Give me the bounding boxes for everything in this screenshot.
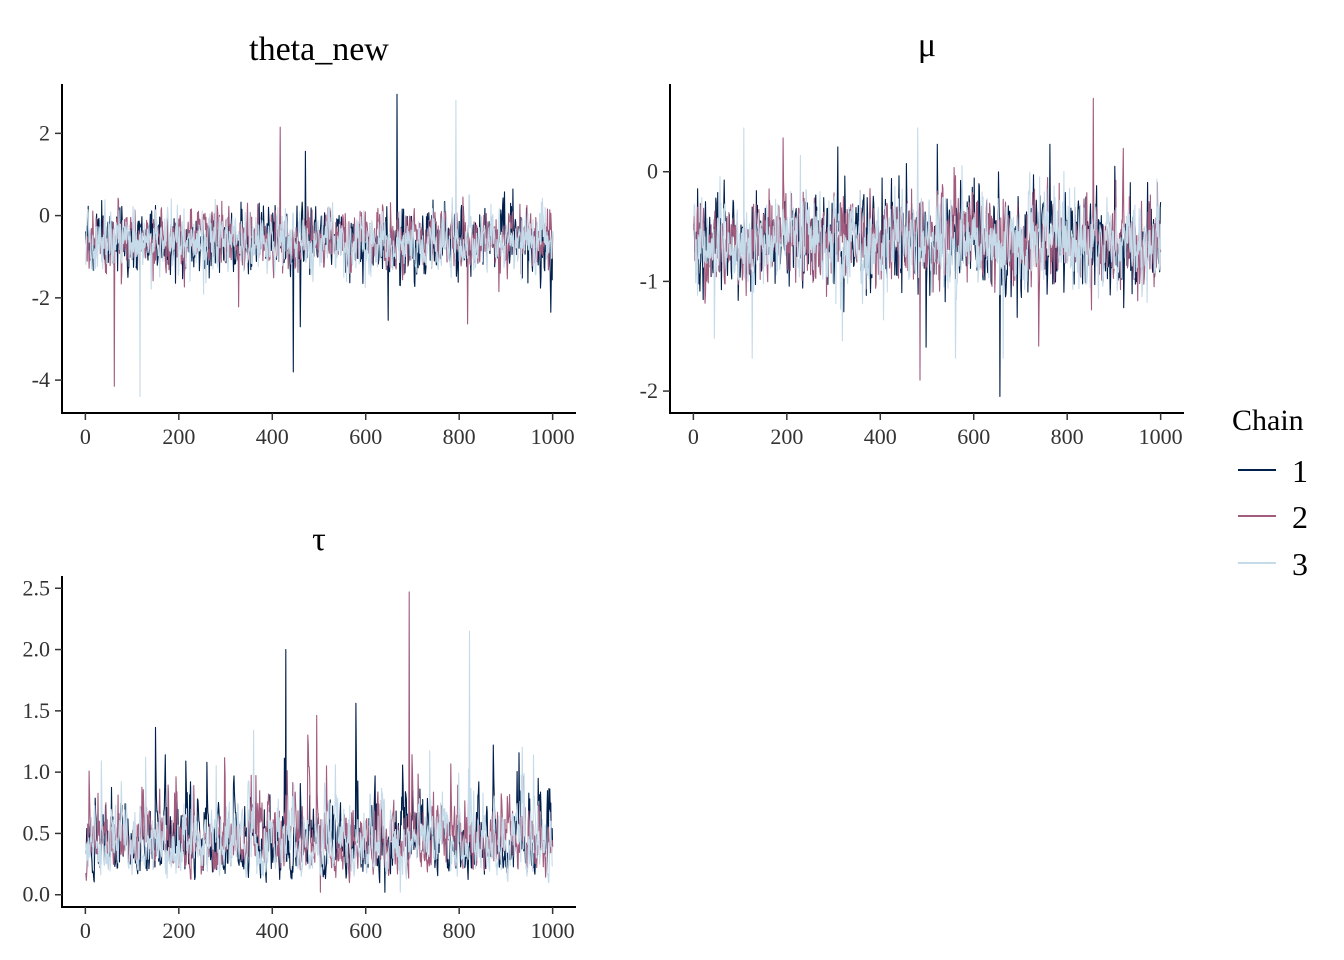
panel-theta-new: theta_new 0 200 400 600 800 1000 -4 -2 0 2 (32, 31, 576, 449)
y-tick-label: 1.5 (23, 698, 51, 723)
x-tick-label: 400 (256, 424, 289, 449)
y-tick-label: -2 (32, 285, 50, 310)
legend-label-3: 3 (1292, 546, 1308, 582)
legend-entry-3: 3 (1238, 546, 1308, 582)
x-tick-label: 200 (770, 424, 803, 449)
x-tick-label: 800 (443, 918, 476, 943)
x-tick-label: 1000 (531, 918, 575, 943)
trace-lines (85, 591, 554, 893)
trace-lines (85, 93, 554, 398)
y-tick-label: 1.0 (23, 759, 51, 784)
y-tick-label: -2 (640, 378, 658, 403)
y-tick-label: 0 (39, 203, 50, 228)
y-tick-label: 2 (39, 120, 50, 145)
panel-title: τ (312, 521, 326, 558)
panel-tau: τ 0 200 400 600 800 1000 0.0 0.5 1.0 1.5 2.0 2.5 (23, 521, 576, 943)
y-tick-label: 2.0 (23, 637, 51, 662)
y-tick-label: 0.5 (23, 820, 51, 845)
y-tick-label: -1 (640, 268, 658, 293)
x-tick-label: 1000 (531, 424, 575, 449)
trace-lines (693, 97, 1162, 398)
legend-entry-2: 2 (1238, 499, 1308, 535)
x-tick-label: 400 (864, 424, 897, 449)
legend-entry-1: 1 (1238, 453, 1308, 489)
x-tick-label: 0 (80, 424, 91, 449)
trace-chain-3 (85, 630, 554, 893)
y-tick-label: 2.5 (23, 575, 51, 600)
panel-mu: μ 0 200 400 600 800 1000 -2 -1 0 (640, 27, 1184, 449)
y-tick-label: 0.0 (23, 882, 51, 907)
x-tick-label: 0 (688, 424, 699, 449)
legend-title: Chain (1232, 404, 1304, 437)
x-tick-label: 600 (349, 918, 382, 943)
panel-title: μ (918, 27, 936, 64)
x-tick-label: 1000 (1139, 424, 1183, 449)
panel-title: theta_new (249, 31, 389, 68)
legend-label-1: 1 (1292, 453, 1308, 489)
legend: Chain 1 2 3 (1232, 404, 1308, 582)
y-tick-label: 0 (647, 159, 658, 184)
x-tick-label: 800 (443, 424, 476, 449)
x-tick-label: 600 (957, 424, 990, 449)
x-tick-label: 600 (349, 424, 382, 449)
x-tick-label: 200 (162, 918, 195, 943)
x-tick-label: 400 (256, 918, 289, 943)
legend-label-2: 2 (1292, 499, 1308, 535)
trace-chain-3 (85, 99, 554, 398)
y-tick-label: -4 (32, 367, 50, 392)
trace-chain-3 (693, 127, 1162, 359)
x-tick-label: 800 (1051, 424, 1084, 449)
x-tick-label: 0 (80, 918, 91, 943)
trace-chain-2 (693, 97, 1162, 381)
x-tick-label: 200 (162, 424, 195, 449)
